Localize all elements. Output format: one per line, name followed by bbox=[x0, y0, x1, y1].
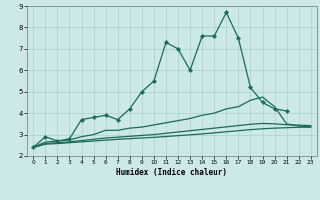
X-axis label: Humidex (Indice chaleur): Humidex (Indice chaleur) bbox=[116, 168, 228, 177]
